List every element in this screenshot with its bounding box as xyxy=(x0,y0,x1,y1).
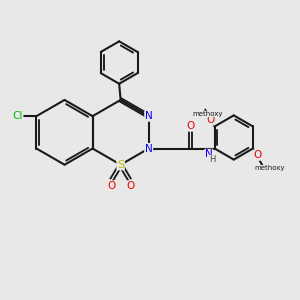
Text: H: H xyxy=(209,155,216,164)
Text: O: O xyxy=(126,181,134,191)
Text: O: O xyxy=(253,150,261,160)
Text: methoxy: methoxy xyxy=(254,165,285,171)
Text: N: N xyxy=(145,111,153,121)
Text: O: O xyxy=(186,121,195,131)
Text: Cl: Cl xyxy=(13,111,23,121)
Text: N: N xyxy=(205,149,213,159)
Text: methoxy: methoxy xyxy=(192,111,223,117)
Text: O: O xyxy=(206,115,214,125)
Text: O: O xyxy=(107,181,115,191)
Text: N: N xyxy=(145,143,153,154)
Text: S: S xyxy=(117,160,124,170)
